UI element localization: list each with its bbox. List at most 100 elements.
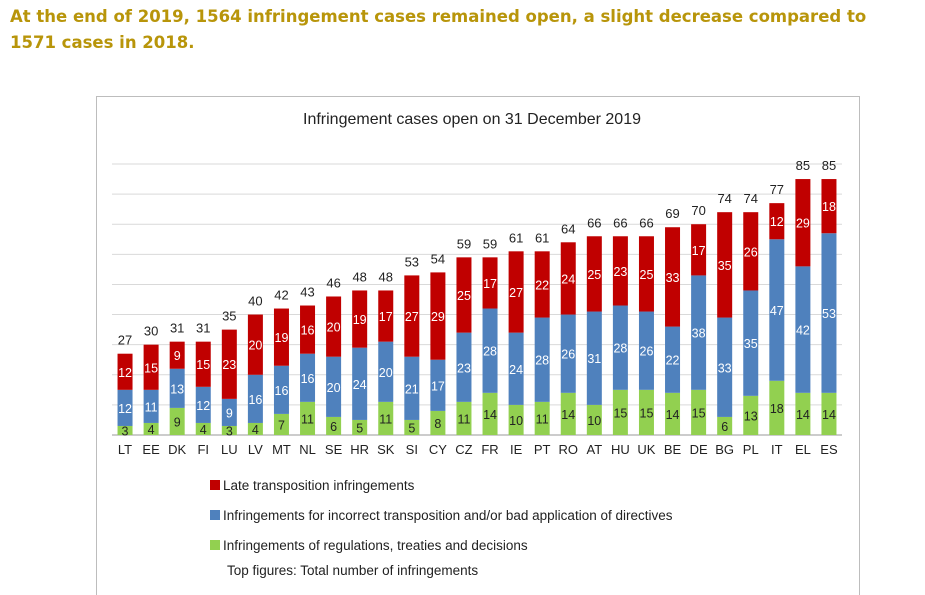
segment-label: 25 xyxy=(640,268,654,282)
total-label: 43 xyxy=(300,285,314,300)
x-tick-label: FI xyxy=(197,442,209,457)
bar-segment xyxy=(195,341,211,387)
x-tick-label: SE xyxy=(325,442,343,457)
x-tick-label: DK xyxy=(168,442,186,457)
segment-label: 28 xyxy=(483,345,497,359)
segment-label: 10 xyxy=(509,414,523,428)
bar-segment xyxy=(273,365,289,414)
bar-segment xyxy=(612,236,628,306)
segment-label: 26 xyxy=(744,245,758,259)
bar-segment xyxy=(456,257,472,333)
segment-label: 38 xyxy=(692,327,706,341)
total-label: 64 xyxy=(561,221,575,236)
segment-label: 20 xyxy=(248,339,262,353)
bar-segment xyxy=(404,356,420,420)
x-tick-label: HU xyxy=(611,442,630,457)
total-label: 69 xyxy=(665,206,679,221)
bar-segment xyxy=(743,290,759,396)
x-tick-label: UK xyxy=(637,442,655,457)
bar-segment xyxy=(117,389,133,426)
segment-label: 15 xyxy=(613,406,627,420)
segment-label: 19 xyxy=(275,331,289,345)
bar-segment xyxy=(247,422,263,435)
segment-label: 26 xyxy=(561,348,575,362)
x-tick-label: PL xyxy=(743,442,759,457)
legend: Late transposition infringements Infring… xyxy=(210,470,673,560)
bar-segment xyxy=(430,272,446,360)
total-label: 35 xyxy=(222,309,236,324)
x-tick-label: IT xyxy=(771,442,783,457)
segment-label: 27 xyxy=(509,286,523,300)
bars xyxy=(117,179,837,435)
bar-segment xyxy=(300,305,316,354)
segment-label: 20 xyxy=(327,381,341,395)
bar-segment xyxy=(717,317,733,417)
x-tick-label: SI xyxy=(406,442,418,457)
segment-label: 47 xyxy=(770,304,784,318)
segment-label: 9 xyxy=(226,406,233,420)
segment-label: 26 xyxy=(640,345,654,359)
x-tick-label: AT xyxy=(586,442,602,457)
total-label: 27 xyxy=(118,333,132,348)
total-label: 85 xyxy=(822,158,836,173)
bar-segment xyxy=(430,410,446,435)
segment-label: 25 xyxy=(587,268,601,282)
x-tick-label: BE xyxy=(664,442,682,457)
segment-label: 11 xyxy=(536,412,549,426)
legend-item-late: Late transposition infringements xyxy=(210,470,673,500)
total-label: 30 xyxy=(144,324,158,339)
total-label: 53 xyxy=(405,254,419,269)
headline: At the end of 2019, 1564 infringement ca… xyxy=(10,7,867,52)
segment-label: 19 xyxy=(353,313,367,327)
bar-segment xyxy=(221,398,237,426)
bar-segment xyxy=(612,389,628,435)
bar-segment xyxy=(586,311,602,405)
bar-segment xyxy=(169,407,185,435)
bar-segment xyxy=(769,203,785,240)
bar-segment xyxy=(404,275,420,357)
segment-label: 12 xyxy=(196,399,210,413)
segment-label: 35 xyxy=(718,259,732,273)
bar-segment xyxy=(195,422,211,435)
bar-segment xyxy=(691,224,707,276)
data-labels: 3121241115913941215392341620716191116166… xyxy=(118,200,836,438)
total-label: 42 xyxy=(274,288,288,303)
segment-label: 24 xyxy=(561,272,575,286)
segment-label: 27 xyxy=(405,310,419,324)
total-label: 70 xyxy=(691,203,705,218)
bar-segment xyxy=(534,317,550,402)
bar-segment xyxy=(273,308,289,366)
total-label: 77 xyxy=(770,182,784,197)
total-label: 59 xyxy=(483,236,497,251)
bar-segment xyxy=(482,392,498,435)
segment-label: 17 xyxy=(379,310,393,324)
bar-segment xyxy=(638,389,654,435)
x-tick-labels: LT EE DK FI LU LV MT NL SE HR SK SI CY CZ FR IE PT RO AT HU… xyxy=(118,442,838,457)
legend-swatch-regulations xyxy=(210,540,220,550)
segment-label: 5 xyxy=(356,421,363,435)
total-label: 31 xyxy=(196,321,210,336)
segment-label: 12 xyxy=(118,366,132,380)
segment-label: 11 xyxy=(457,412,470,426)
bar-segment xyxy=(169,341,185,369)
segment-label: 3 xyxy=(226,424,233,438)
chart-note: Top figures: Total number of infringemen… xyxy=(227,563,479,578)
total-label: 66 xyxy=(587,215,601,230)
bar-segment xyxy=(586,404,602,435)
segment-label: 35 xyxy=(744,337,758,351)
bar-segment xyxy=(143,389,159,423)
x-tick-label: SK xyxy=(377,442,395,457)
bar-segment xyxy=(691,275,707,390)
x-tick-label: BG xyxy=(715,442,734,457)
legend-item-incorrect: Infringements for incorrect transpositio… xyxy=(210,500,673,530)
segment-label: 12 xyxy=(770,215,784,229)
x-tick-label: EL xyxy=(795,442,811,457)
segment-label: 21 xyxy=(405,382,419,396)
bar-segment xyxy=(586,236,602,312)
total-label: 48 xyxy=(379,269,393,284)
total-label: 66 xyxy=(639,215,653,230)
gridlines xyxy=(112,163,842,436)
total-label: 54 xyxy=(431,251,445,266)
segment-label: 33 xyxy=(718,361,732,375)
